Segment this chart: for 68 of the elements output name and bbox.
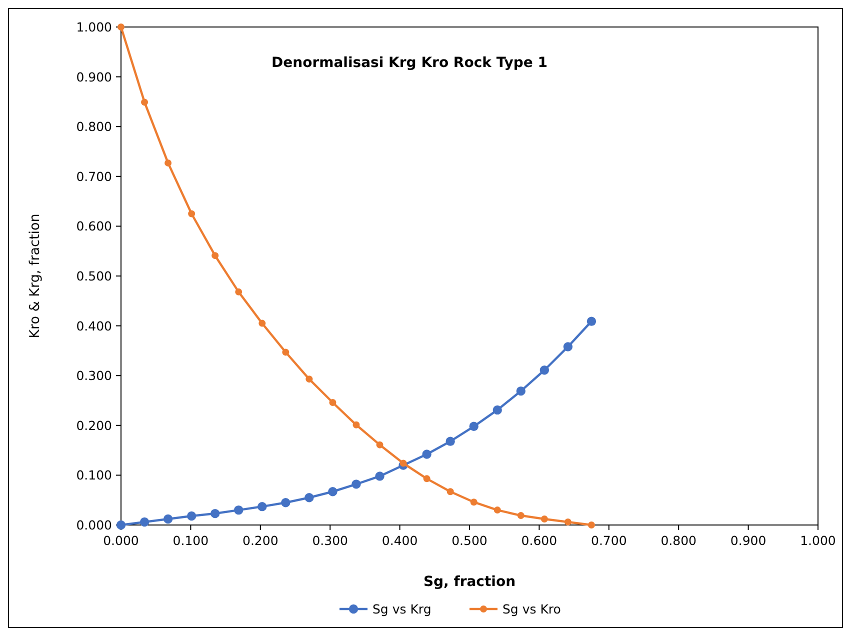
point xyxy=(563,342,573,352)
legend-label: Sg vs Krg xyxy=(372,602,432,616)
point xyxy=(235,288,242,296)
y-tick-label: 0.500 xyxy=(76,268,112,284)
point xyxy=(492,405,502,415)
point xyxy=(494,506,501,514)
point xyxy=(258,320,266,327)
point xyxy=(304,493,314,502)
point xyxy=(212,252,219,260)
point xyxy=(282,348,290,356)
point xyxy=(329,398,336,406)
point xyxy=(469,422,478,431)
x-tick-label: 0.800 xyxy=(660,533,697,548)
point xyxy=(306,376,313,383)
x-axis-title: Sg, fraction xyxy=(423,574,516,590)
point xyxy=(588,522,595,528)
point xyxy=(586,316,596,326)
point xyxy=(118,24,124,30)
x-tick-label: 0.100 xyxy=(172,533,209,548)
y-tick-label: 0.800 xyxy=(76,119,112,134)
point xyxy=(470,498,478,506)
point xyxy=(376,441,384,448)
point xyxy=(423,475,430,482)
point xyxy=(116,520,126,530)
point xyxy=(281,498,290,508)
y-tick-label: 0.100 xyxy=(76,468,112,483)
point xyxy=(163,514,173,524)
x-tick-label: 0.600 xyxy=(521,533,558,548)
point xyxy=(328,487,338,496)
point xyxy=(422,450,432,459)
point xyxy=(564,518,572,526)
point xyxy=(141,98,148,106)
point xyxy=(375,472,384,481)
point xyxy=(186,511,196,521)
x-tick-label: 0.300 xyxy=(312,533,348,548)
x-tick-label: 0.200 xyxy=(242,533,278,548)
point xyxy=(400,460,407,467)
point xyxy=(352,480,361,489)
text: Denormalisasi Krg Kro Rock Type 1 xyxy=(272,55,548,71)
x-tick-label: 0.900 xyxy=(730,533,766,548)
x-tick-label: 1.000 xyxy=(800,533,836,548)
point xyxy=(164,159,172,166)
y-axis-title: Kro & Krg, fraction xyxy=(27,214,43,338)
point xyxy=(446,436,455,446)
x-tick-label: 0.700 xyxy=(591,533,627,548)
point xyxy=(540,516,548,523)
y-tick-label: 0.900 xyxy=(76,69,112,84)
y-tick-label: 0.200 xyxy=(76,418,112,433)
point xyxy=(188,210,196,218)
point xyxy=(516,386,526,396)
y-tick-label: 0.600 xyxy=(76,218,112,234)
point xyxy=(210,508,220,518)
point xyxy=(540,366,550,375)
point xyxy=(234,505,244,515)
y-tick-label: 0.400 xyxy=(76,318,112,334)
x-tick-label: 0.500 xyxy=(452,533,488,548)
point xyxy=(140,517,150,527)
point xyxy=(258,502,267,512)
point xyxy=(352,421,360,428)
y-tick-label: 0.700 xyxy=(76,168,112,184)
legend-label: Sg vs Kro xyxy=(502,602,561,616)
y-tick-label: 1.000 xyxy=(76,20,112,34)
point xyxy=(517,512,524,520)
point xyxy=(446,488,454,496)
x-tick-label: 0.400 xyxy=(382,533,418,548)
y-tick-label: 0.000 xyxy=(76,518,112,532)
y-tick-label: 0.300 xyxy=(76,368,112,384)
x-tick-label: 0.000 xyxy=(103,533,139,548)
